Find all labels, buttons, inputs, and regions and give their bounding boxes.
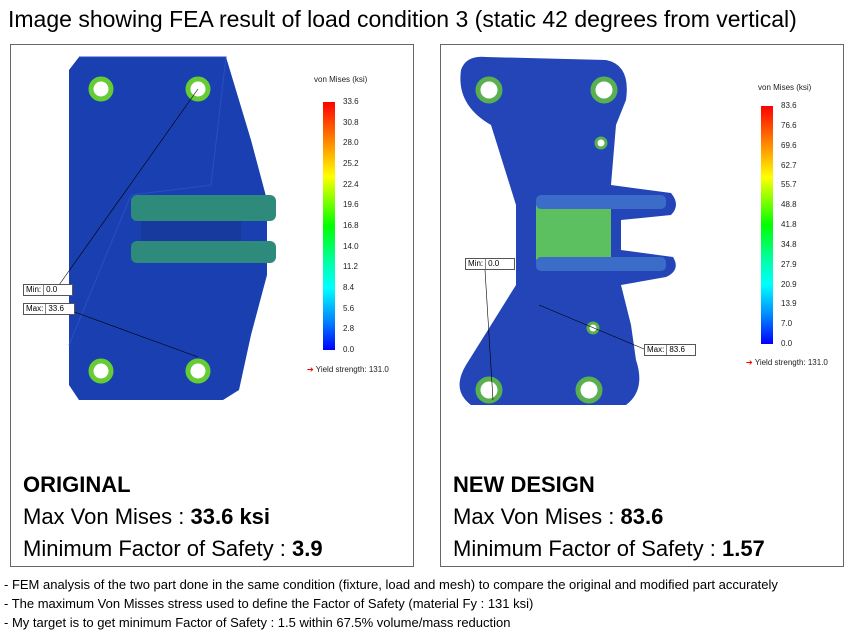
legend-title: von Mises (ksi)	[314, 75, 368, 84]
red-arrow-icon: ➔	[746, 358, 753, 367]
min-callout: Min: 0.0	[23, 284, 74, 296]
min-callout: Min: 0.0	[465, 258, 516, 270]
new-design-fos: Minimum Factor of Safety : 1.57	[453, 536, 765, 561]
legend-tick-label: 19.6	[343, 200, 359, 210]
note-1: - FEM analysis of the two part done in t…	[4, 577, 778, 592]
legend-tick-label: 8.4	[343, 283, 355, 292]
legend-tick-label: 0.0	[343, 345, 355, 354]
new-design-heading: NEW DESIGN	[453, 472, 595, 497]
legend-tick-label: 14.0	[343, 241, 359, 251]
original-heading: ORIGINAL	[23, 472, 131, 497]
original-part-render	[58, 56, 276, 400]
legend-tick-label: 83.6	[781, 101, 797, 110]
legend-tick-label: 0.0	[781, 339, 793, 348]
legend-tick-label: 22.4	[343, 179, 359, 189]
yield-strength: ➔ Yield strength: 131.0	[746, 358, 828, 367]
yield-strength: ➔ Yield strength: 131.0	[307, 365, 389, 374]
original-max-vm: Max Von Mises : 33.6 ksi	[23, 504, 271, 529]
legend-tick-label: 48.8	[781, 200, 797, 210]
legend-tick-label: 69.6	[781, 140, 797, 150]
legend-tick-label: 25.2	[343, 159, 359, 168]
max-callout: Max: 33.6	[23, 303, 76, 315]
new-design-max-vm: Max Von Mises : 83.6	[453, 504, 664, 529]
legend-tick-label: 16.8	[343, 221, 359, 230]
stress-color-bar	[323, 102, 335, 350]
legend-tick-label: 7.0	[781, 319, 793, 329]
original-fos: Minimum Factor of Safety : 3.9	[23, 536, 323, 561]
note-2: - The maximum Von Misses stress used to …	[4, 596, 534, 611]
legend-tick-label: 28.0	[343, 138, 359, 148]
legend-tick-label: 62.7	[781, 160, 797, 170]
original-fea-panel: Min: 0.0 Max: 33.6 von Mises (ksi) 33.6 30.…	[10, 44, 414, 567]
legend-tick-label: 30.8	[343, 117, 359, 127]
legend-tick-label: 11.2	[343, 262, 358, 272]
legend-title: von Mises (ksi)	[758, 83, 812, 92]
red-arrow-icon: ➔	[307, 365, 314, 374]
legend-tick-label: 33.6	[343, 97, 359, 106]
stress-color-bar	[761, 106, 773, 344]
note-3: - My target is to get minimum Factor of …	[4, 615, 511, 630]
legend-tick-label: 34.8	[781, 239, 797, 249]
slide-title: Image showing FEA result of load conditi…	[8, 6, 797, 32]
legend-tick-label: 41.8	[781, 220, 797, 229]
max-callout: Max: 83.6	[644, 344, 697, 356]
new-design-fea-panel: Min: 0.0 Max: 83.6 von Mises (ksi) 83.6 76.…	[440, 44, 844, 567]
legend-tick-label: 2.8	[343, 324, 355, 334]
legend-tick-label: 13.9	[781, 299, 797, 309]
legend-tick-label: 5.6	[343, 303, 355, 313]
new-design-part-render	[459, 56, 676, 405]
legend-tick-label: 55.7	[781, 180, 797, 190]
legend-tick-label: 20.9	[781, 279, 797, 289]
legend-tick-label: 76.6	[781, 120, 797, 130]
legend-tick-label: 27.9	[781, 259, 797, 269]
